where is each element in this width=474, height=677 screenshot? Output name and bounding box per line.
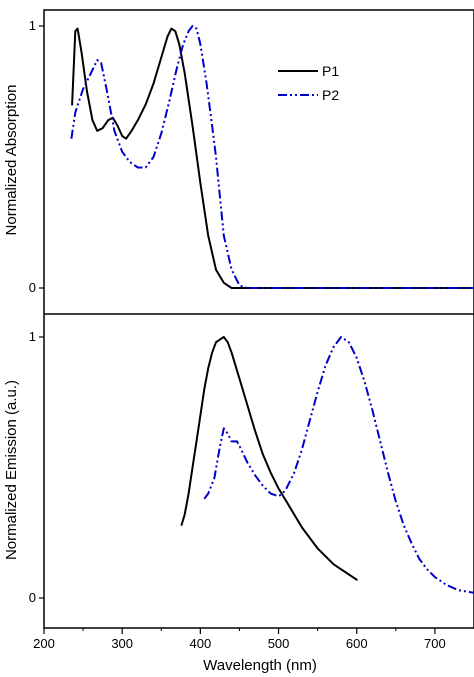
x-tick-label: 600 (346, 636, 368, 651)
y-axis-label-emission: Normalized Emission (a.u.) (3, 380, 20, 560)
x-tick-label: 300 (111, 636, 133, 651)
series-layer (70, 25, 474, 594)
plot-frame (43, 9, 474, 629)
y-axis-label-absorption: Normalized Absorption (3, 85, 20, 236)
bottom-series-p2-line (203, 336, 474, 594)
legend: P1 P2 (278, 63, 339, 103)
x-axis-label: Wavelength (nm) (203, 657, 317, 674)
legend-label-p2: P2 (322, 87, 339, 103)
bottom-series-p1-line (180, 336, 358, 581)
x-tick-label: 200 (33, 636, 55, 651)
ticks-layer: 200 300 400 500 600 700 0 1 0 1 (29, 18, 446, 651)
x-tick-label: 700 (424, 636, 446, 651)
y-tick-label: 0 (29, 590, 36, 605)
x-tick-label: 500 (268, 636, 290, 651)
x-tick-label: 400 (190, 636, 212, 651)
legend-label-p1: P1 (322, 63, 339, 79)
y-tick-label: 1 (29, 18, 36, 33)
y-tick-label: 0 (29, 280, 36, 295)
axes-border (43, 9, 474, 629)
y-tick-label: 1 (29, 329, 36, 344)
top-series-p2-line (70, 25, 474, 289)
top-series-p1-line (71, 27, 474, 289)
